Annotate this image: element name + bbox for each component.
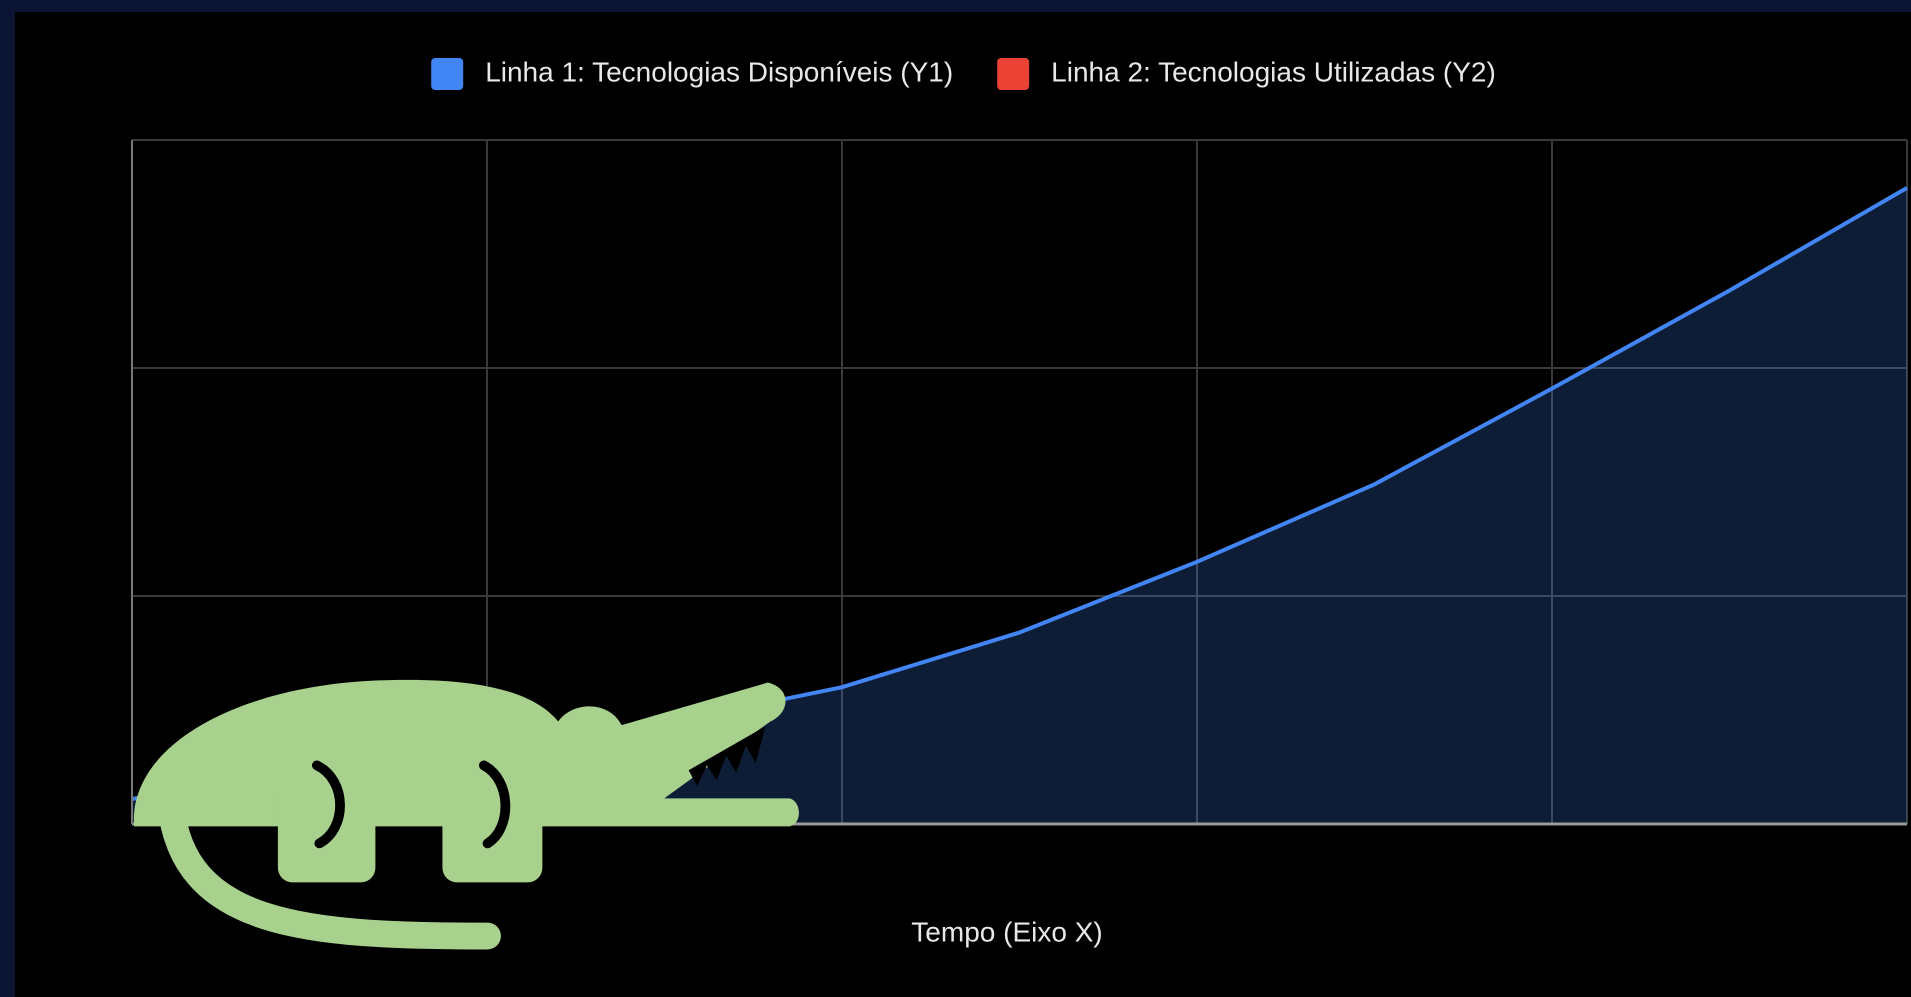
crocodile-leg xyxy=(442,780,542,882)
legend-item: Linha 1: Tecnologias Disponíveis (Y1) xyxy=(431,56,953,90)
legend-label: Linha 2: Tecnologias Utilizadas (Y2) xyxy=(1051,56,1496,87)
crocodile-leg xyxy=(278,780,376,882)
legend-label: Linha 1: Tecnologias Disponíveis (Y1) xyxy=(485,56,953,87)
page: Linha 1: Tecnologias Disponíveis (Y1) Lin… xyxy=(0,0,1911,997)
legend-swatch xyxy=(431,58,463,90)
legend-swatch xyxy=(997,58,1029,90)
legend-item: Linha 2: Tecnologias Utilizadas (Y2) xyxy=(997,56,1496,90)
x-axis-label: Tempo (Eixo X) xyxy=(911,916,1102,947)
chart: Linha 1: Tecnologias Disponíveis (Y1) Lin… xyxy=(0,0,1911,997)
